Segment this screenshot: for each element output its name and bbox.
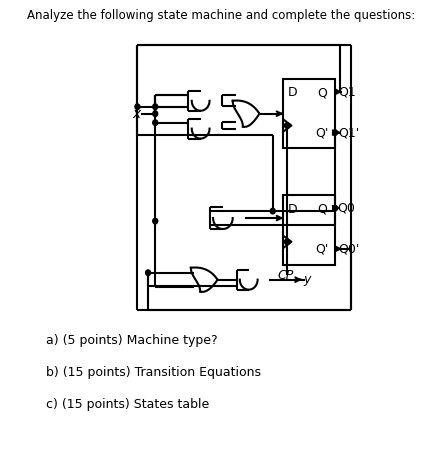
Text: b) (15 points) Transition Equations: b) (15 points) Transition Equations <box>46 366 261 379</box>
Circle shape <box>153 218 158 224</box>
Circle shape <box>332 130 338 135</box>
Text: y: y <box>303 273 310 286</box>
Text: Analyze the following state machine and complete the questions:: Analyze the following state machine and … <box>27 9 415 22</box>
Circle shape <box>153 120 158 125</box>
Text: x: x <box>133 106 141 121</box>
Text: CP: CP <box>277 269 293 282</box>
Text: Q0': Q0' <box>339 242 360 255</box>
Text: Q1': Q1' <box>339 126 360 139</box>
Circle shape <box>153 104 158 110</box>
Text: Q: Q <box>317 202 327 216</box>
Text: Q1: Q1 <box>339 85 356 98</box>
Text: Q: Q <box>317 86 327 99</box>
Text: D: D <box>288 202 297 216</box>
Text: a) (5 points) Machine type?: a) (5 points) Machine type? <box>46 335 217 347</box>
Text: D: D <box>288 86 297 99</box>
Text: Q': Q' <box>316 242 329 255</box>
Circle shape <box>135 104 140 110</box>
Circle shape <box>332 205 338 211</box>
Circle shape <box>285 239 290 244</box>
Text: Q': Q' <box>316 126 329 139</box>
Bar <box>283 195 335 265</box>
Circle shape <box>145 270 151 276</box>
Circle shape <box>270 208 275 214</box>
Circle shape <box>285 123 290 128</box>
Circle shape <box>153 111 158 117</box>
Bar <box>283 79 335 149</box>
Text: Q0: Q0 <box>337 202 355 215</box>
Text: c) (15 points) States table: c) (15 points) States table <box>46 398 209 411</box>
